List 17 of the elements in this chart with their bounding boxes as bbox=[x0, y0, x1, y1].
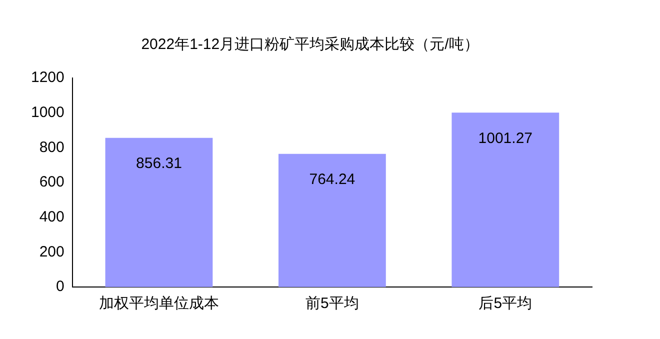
chart-title: 2022年1-12月进口粉矿平均采购成本比较（元/吨） bbox=[141, 36, 479, 54]
y-tick-label: 800 bbox=[39, 138, 64, 156]
y-tick-label: 400 bbox=[39, 208, 64, 226]
data-label: 856.31 bbox=[136, 155, 182, 172]
x-tick-label: 加权平均单位成本 bbox=[98, 295, 219, 312]
x-tick-label: 前5平均 bbox=[306, 295, 359, 312]
y-tick-label: 1000 bbox=[30, 104, 64, 121]
y-tick-label: 200 bbox=[39, 243, 64, 260]
y-tick-label: 600 bbox=[39, 174, 64, 191]
y-tick-label: 1200 bbox=[30, 69, 64, 86]
data-label: 1001.27 bbox=[478, 130, 533, 147]
bar bbox=[105, 138, 213, 287]
x-tick-label: 后5平均 bbox=[478, 295, 532, 312]
data-label: 764.24 bbox=[309, 171, 356, 188]
bar bbox=[452, 112, 560, 287]
bar bbox=[278, 154, 386, 287]
y-tick-label: 0 bbox=[56, 278, 64, 296]
